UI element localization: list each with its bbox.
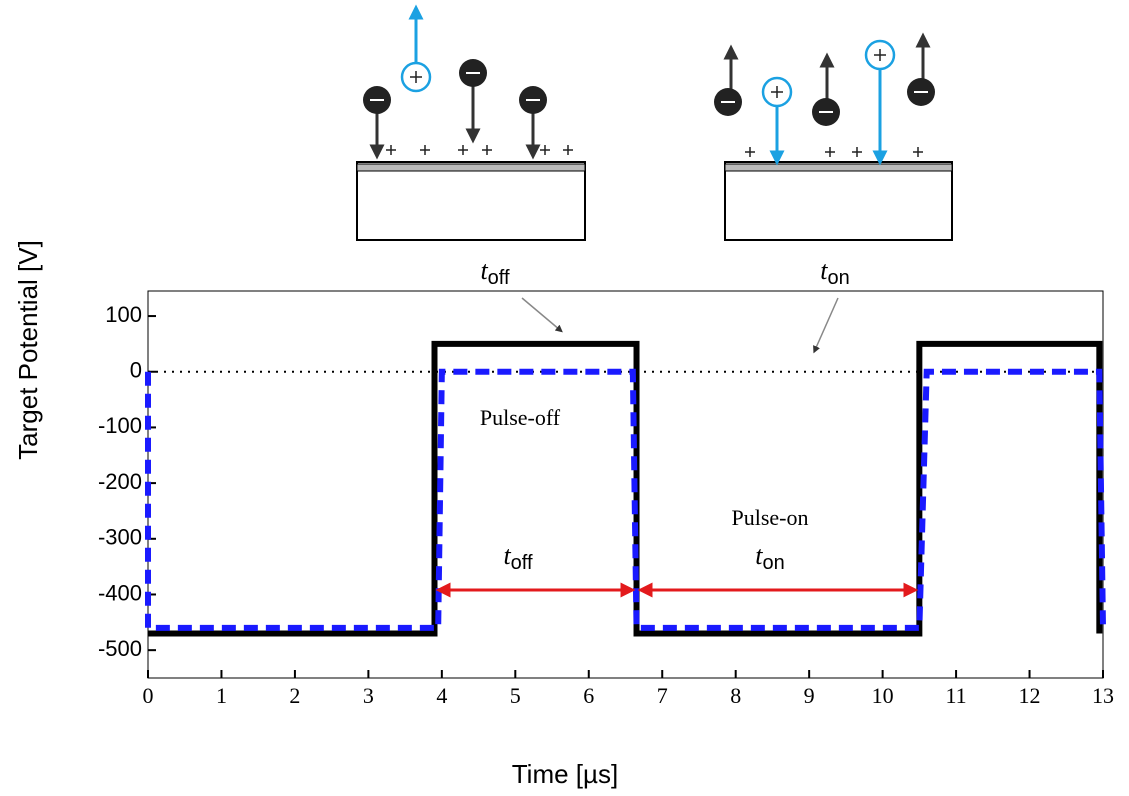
interval-label: toff [480,256,510,289]
interval-symbol: t [480,256,488,285]
x-tick-label: 4 [436,683,447,708]
x-tick-label: 9 [804,683,815,708]
interval-label: toff [503,541,533,574]
y-tick-label: -400 [98,580,142,605]
interval-subscript: on [827,267,849,289]
interval-subscript: off [488,267,510,289]
x-tick-label: 12 [1019,683,1041,708]
y-tick-label: 100 [105,302,142,327]
x-axis-label: Time [µs] [512,759,618,789]
interval-symbol: t [820,256,828,285]
x-tick-label: 2 [289,683,300,708]
interval-label: ton [820,256,849,289]
x-tick-label: 8 [730,683,741,708]
x-tick-label: 0 [143,683,154,708]
pointer [521,297,563,333]
data-line [148,340,1103,637]
x-tick-label: 1 [216,683,227,708]
annotation: Pulse-on [732,505,809,530]
x-tick-label: 13 [1092,683,1114,708]
y-tick-label: -500 [98,636,142,661]
x-tick-label: 6 [583,683,594,708]
y-tick-label: -100 [98,413,142,438]
y-axis-label: Target Potential [V] [13,240,43,460]
pointer [813,297,839,354]
y-tick-label: -200 [98,469,142,494]
y-tick-label: 0 [130,358,142,383]
interval-symbol: t [503,541,511,570]
target-diagram-on [714,32,953,241]
data-line [145,368,1106,631]
x-tick-label: 5 [510,683,521,708]
interval-subscript: on [762,552,784,574]
x-tick-label: 10 [872,683,894,708]
x-tick-label: 7 [657,683,668,708]
interval-label: ton [755,541,784,574]
x-tick-label: 3 [363,683,374,708]
annotation: Pulse-off [480,405,561,430]
target-diagram-off [356,4,586,241]
plot-frame [147,290,1104,679]
x-tick-label: 11 [945,683,966,708]
interval-subscript: off [511,552,533,574]
interval-symbol: t [755,541,763,570]
y-tick-label: -300 [98,525,142,550]
